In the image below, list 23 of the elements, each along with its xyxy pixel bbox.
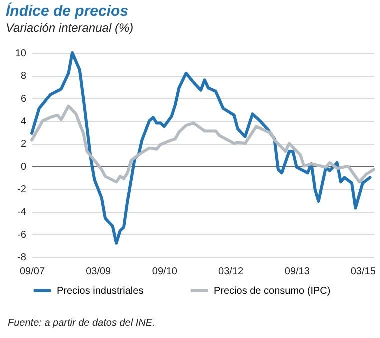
y-tick-label: 2 bbox=[20, 139, 27, 150]
x-tick-label: 09/13 bbox=[284, 266, 310, 278]
y-tick-label: 10 bbox=[15, 48, 27, 60]
x-tick-label: 03/15 bbox=[350, 266, 376, 278]
chart-title: Índice de precios bbox=[6, 2, 129, 20]
x-tick-label: 03/12 bbox=[218, 266, 244, 278]
y-tick-label: -8 bbox=[18, 252, 27, 264]
source-note: Fuente: a partir de datos del INE. bbox=[8, 318, 156, 329]
y-tick-label: 8 bbox=[20, 71, 27, 82]
x-tick-label: 09/07 bbox=[20, 266, 46, 278]
x-tick-label: 03/09 bbox=[86, 266, 112, 278]
y-tick-label: 4 bbox=[20, 116, 27, 128]
y-tick-label: 0 bbox=[20, 162, 27, 173]
line-series bbox=[30, 52, 372, 245]
y-tick-label: -4 bbox=[18, 207, 27, 218]
legend-label: Precios industriales bbox=[57, 286, 144, 297]
x-tick-label: 09/10 bbox=[152, 266, 178, 278]
legend-label: Precios de consumo (IPC) bbox=[214, 286, 331, 297]
y-tick-label: -2 bbox=[18, 184, 27, 196]
y-tick-label: -6 bbox=[18, 230, 27, 241]
chart-subtitle: Variación interanual (%) bbox=[6, 21, 134, 35]
y-tick-label: 6 bbox=[20, 94, 27, 105]
line-series bbox=[30, 104, 376, 184]
